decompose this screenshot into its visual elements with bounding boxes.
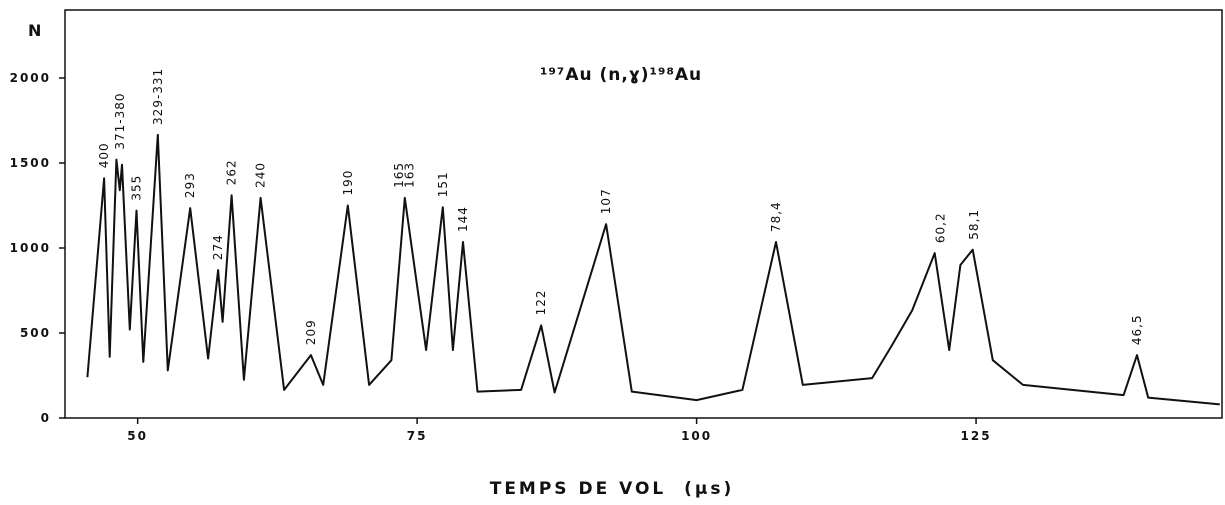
- peak-label: 329-331: [151, 68, 165, 125]
- x-tick-label: 125: [961, 429, 992, 443]
- peak-label: 60,2: [933, 212, 947, 243]
- peak-label: 122: [534, 289, 548, 315]
- peak-label: 46,5: [1130, 314, 1144, 345]
- peak-label: 400: [97, 142, 111, 168]
- peak-label: 165: [392, 162, 406, 188]
- y-tick-label: 500: [20, 326, 51, 340]
- peak-label: 190: [341, 170, 355, 196]
- peak-label: 371-380: [113, 92, 127, 149]
- plot-frame: [64, 9, 1223, 419]
- chart-title: ¹⁹⁷Au (n,ɣ)¹⁹⁸Au: [540, 65, 702, 85]
- peak-label: 355: [130, 175, 144, 201]
- x-tick-label: 50: [127, 429, 148, 443]
- y-tick-label: 1500: [10, 156, 51, 170]
- peak-label: 274: [211, 234, 225, 260]
- peak-label: 144: [456, 206, 470, 232]
- x-tick-label: 75: [407, 429, 428, 443]
- peak-label: 262: [225, 159, 239, 185]
- peak-label: 293: [183, 172, 197, 198]
- peak-label: 240: [254, 162, 268, 188]
- peak-label: 107: [599, 188, 613, 214]
- x-tick-label: 100: [681, 429, 712, 443]
- y-axis-label: N: [28, 21, 42, 40]
- peak-label: 78,4: [769, 201, 783, 232]
- peak-label: 209: [304, 319, 318, 345]
- x-axis-label: TEMPS DE VOL (µs): [490, 479, 735, 499]
- peak-label: 163: [402, 162, 416, 188]
- y-tick-label: 0: [41, 411, 51, 425]
- peak-label: 58,1: [967, 209, 981, 240]
- spectrum-line: [86, 133, 1220, 406]
- y-tick-label: 2000: [10, 71, 51, 85]
- y-tick-label: 1000: [10, 241, 51, 255]
- peak-label: 151: [436, 171, 450, 197]
